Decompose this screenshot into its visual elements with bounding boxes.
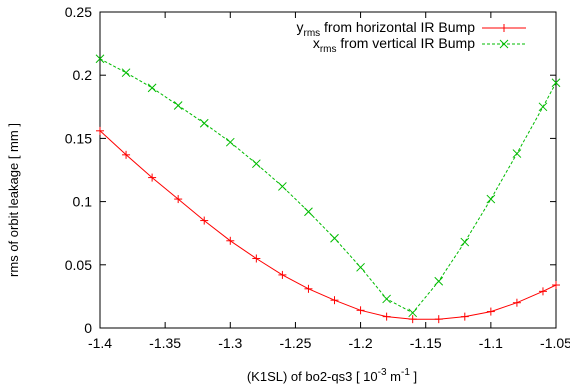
series-1-point <box>96 126 104 135</box>
ticks: -1.4 -1.35 -1.3 -1.25 -1.2 -1.15 -1.1 -1.05 0 0.0… <box>65 4 570 351</box>
series-2-point <box>304 207 313 217</box>
series-1-point <box>538 287 547 296</box>
y-tick-label: 0.05 <box>65 257 92 273</box>
x-tick-label: -1.35 <box>149 335 181 351</box>
series-2-point <box>382 294 391 304</box>
series-1-point <box>200 216 209 225</box>
series-1-point <box>434 315 443 324</box>
series-1-point <box>304 284 313 293</box>
series-line-2 <box>99 58 557 314</box>
series-2-point <box>434 276 444 286</box>
y-tick-label: 0 <box>84 320 92 336</box>
series-2-point <box>251 159 261 169</box>
x-axis-label-unit: m <box>387 369 401 384</box>
y-tick-label: 0.25 <box>65 4 92 20</box>
legend-marker-2 <box>499 39 509 49</box>
series-1-point <box>148 173 157 182</box>
series-1-point <box>252 254 261 263</box>
x-tick-label: -1.25 <box>279 335 311 351</box>
series-2-point <box>551 78 561 88</box>
series <box>95 54 561 324</box>
series-2-point <box>173 101 183 110</box>
x-tick-label: -1.1 <box>479 335 503 351</box>
series-1-point <box>122 150 131 159</box>
series-line-1 <box>99 130 557 320</box>
y-tick-label: 0.15 <box>65 130 92 146</box>
series-1-point <box>552 281 560 290</box>
x-tick-label: -1.05 <box>540 335 570 351</box>
x-axis-label-main: (K1SL) of bo2-qs3 [ 10 <box>247 369 378 384</box>
series-2-point <box>486 194 496 204</box>
series-2-point <box>460 237 470 247</box>
y-axis-label: rms of orbit leakage [ mm ] <box>6 123 21 277</box>
series-1-point <box>486 307 495 316</box>
axes <box>99 11 557 329</box>
series-1-point <box>330 296 339 305</box>
series-2-point <box>199 118 209 128</box>
series-2-point <box>408 308 418 318</box>
x-axis-label: (K1SL) of bo2-qs3 [ 10-3 m-1 ] <box>247 367 417 384</box>
series-1-point <box>278 270 287 279</box>
series-2-point <box>330 233 339 243</box>
legend-marker-1 <box>500 24 508 32</box>
legend-label-1: yrms from horizontal IR Bump <box>296 19 475 39</box>
x-axis-label-end: ] <box>410 369 417 384</box>
series-2-point <box>512 149 522 158</box>
y-tick-label: 0.2 <box>73 67 93 83</box>
x-tick-label: -1.3 <box>218 335 242 351</box>
x-tick-label: -1.15 <box>410 335 442 351</box>
series-1-point <box>408 315 417 324</box>
legend-label-2: xrms from vertical IR Bump <box>313 35 475 55</box>
series-1-point <box>174 195 183 204</box>
y-tick-label: 0.1 <box>73 194 93 210</box>
series-2-point <box>225 137 235 147</box>
x-axis-label-exp1: -3 <box>378 367 387 378</box>
series-2-point <box>538 102 548 112</box>
series-2-point <box>278 182 287 191</box>
series-1-point <box>460 312 469 321</box>
x-tick-label: -1.4 <box>88 335 112 351</box>
series-2-point <box>147 83 157 93</box>
series-1-point <box>382 312 391 321</box>
series-1-point <box>226 236 235 245</box>
plot-frame <box>99 11 557 329</box>
x-axis-label-exp2: -1 <box>401 367 410 378</box>
x-tick-label: -1.2 <box>349 335 373 351</box>
series-1-point <box>356 306 365 315</box>
series-2-point <box>121 68 131 78</box>
series-2-point <box>95 54 105 64</box>
series-2-point <box>356 262 365 272</box>
series-1-point <box>512 298 521 307</box>
